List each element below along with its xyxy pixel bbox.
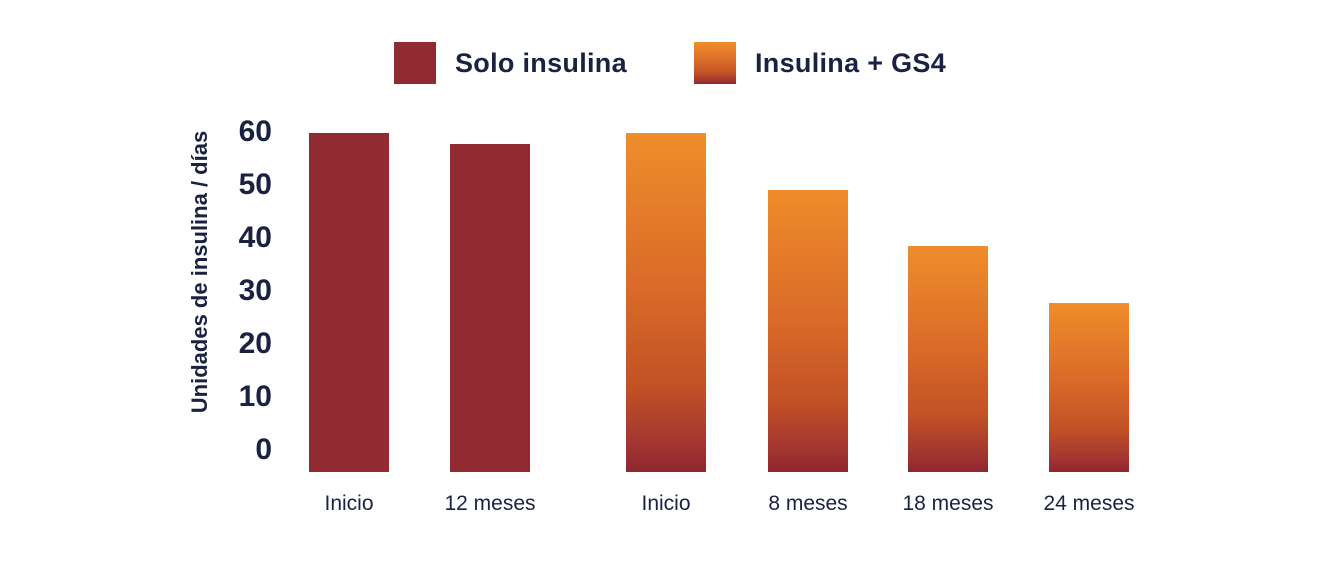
bar-insulina-gs4-18-meses xyxy=(908,246,988,472)
bar-insulina-gs4-inicio xyxy=(626,133,706,472)
bar-insulina-gs4-24-meses xyxy=(1049,302,1129,472)
bar-insulina-gs4-8-meses xyxy=(768,189,848,472)
y-tick-label-40: 40 xyxy=(238,221,272,254)
x-tick-label-18-meses: 18 meses xyxy=(902,492,994,515)
legend-label-solo-insulina: Solo insulina xyxy=(455,47,627,78)
y-tick-label-30: 30 xyxy=(238,274,272,307)
legend-item-insulina-gs4: Insulina + GS4 xyxy=(694,42,946,84)
x-tick-label-8-meses: 8 meses xyxy=(768,492,848,515)
legend-item-solo-insulina: Solo insulina xyxy=(394,42,627,84)
y-tick-label-60: 60 xyxy=(238,115,272,148)
legend-swatch-solo-insulina xyxy=(394,42,436,84)
x-tick-label-inicio: Inicio xyxy=(641,492,691,515)
bar-solo-insulina-12-meses xyxy=(450,144,530,472)
y-tick-label-10: 10 xyxy=(238,380,272,413)
y-tick-label-0: 0 xyxy=(255,433,272,466)
bar-solo-insulina-inicio xyxy=(309,133,389,472)
legend-label-insulina-gs4: Insulina + GS4 xyxy=(755,47,947,78)
x-tick-label-12-meses: 12 meses xyxy=(444,492,536,515)
x-tick-label-24-meses: 24 meses xyxy=(1043,492,1135,515)
y-axis-tick-labels: 0 10 20 30 40 50 60 xyxy=(0,0,272,578)
x-tick-label-inicio: Inicio xyxy=(324,492,374,515)
y-tick-label-20: 20 xyxy=(238,327,272,360)
y-tick-label-50: 50 xyxy=(238,168,272,201)
legend-swatch-insulina-gs4 xyxy=(694,42,736,84)
